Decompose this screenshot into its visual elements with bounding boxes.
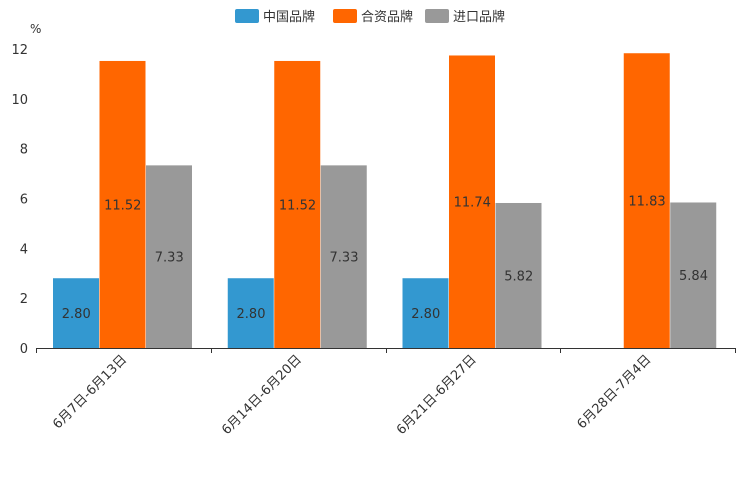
bar[interactable] <box>274 60 321 349</box>
x-axis: 6月7日-6月13日 6月14日-6月20日 6月21日-6月27日 6月28日-7月… <box>36 348 736 438</box>
y-tick-label: 12 <box>11 43 28 58</box>
bar-labels: 2.80 11.52 7.33 2.80 11.52 7.33 2.80 11.74 5.82 1… <box>62 195 708 322</box>
legend-item[interactable]: 合资品牌 <box>333 9 413 25</box>
y-axis-unit: % <box>30 22 41 36</box>
legend-swatch <box>425 9 449 23</box>
bar[interactable] <box>320 165 367 348</box>
x-tick-label: 6月21日-6月27日 <box>394 352 480 438</box>
bar[interactable] <box>146 165 192 348</box>
legend-item[interactable]: 进口品牌 <box>425 9 505 25</box>
bar-value-label: 11.52 <box>104 198 141 213</box>
bar[interactable] <box>402 278 449 348</box>
bar-value-label: 11.83 <box>628 195 665 210</box>
y-tick-label: 8 <box>20 143 28 158</box>
bar[interactable] <box>495 202 542 348</box>
legend-swatch <box>235 9 259 23</box>
y-tick-label: 10 <box>11 93 28 108</box>
legend-label: 进口品牌 <box>453 9 505 25</box>
bar-value-label: 2.80 <box>237 307 266 322</box>
legend-label: 中国品牌 <box>263 9 315 25</box>
bar[interactable] <box>99 60 146 349</box>
bar[interactable] <box>227 278 274 348</box>
bar-value-label: 5.84 <box>679 269 708 284</box>
bars <box>53 53 717 349</box>
legend-item[interactable]: 中国品牌 <box>235 9 315 25</box>
x-tick-label: 6月14日-6月20日 <box>219 352 305 438</box>
bar[interactable] <box>53 278 99 348</box>
x-tick-label: 6月7日-6月13日 <box>50 352 130 432</box>
y-tick-label: 2 <box>20 292 28 307</box>
bar-value-label: 7.33 <box>330 251 359 266</box>
y-tick-label: 4 <box>20 242 28 257</box>
legend-label: 合资品牌 <box>361 9 413 25</box>
bar[interactable] <box>449 55 495 348</box>
y-tick-label: 6 <box>20 193 28 208</box>
bar-value-label: 11.74 <box>454 196 491 211</box>
bar-value-label: 11.52 <box>279 198 316 213</box>
bar[interactable] <box>623 53 670 348</box>
legend: 中国品牌 合资品牌 进口品牌 <box>235 9 505 25</box>
bar-value-label: 7.33 <box>155 251 184 266</box>
bar-value-label: 5.82 <box>504 269 533 284</box>
x-tick-label: 6月28日-7月4日 <box>575 352 655 432</box>
y-tick-label: 0 <box>20 342 28 357</box>
bar-value-label: 2.80 <box>411 307 440 322</box>
legend-swatch <box>333 9 357 23</box>
y-axis: 0 2 4 6 8 10 12 <box>11 43 28 357</box>
bar-value-label: 2.80 <box>62 307 91 322</box>
bar[interactable] <box>670 202 717 348</box>
